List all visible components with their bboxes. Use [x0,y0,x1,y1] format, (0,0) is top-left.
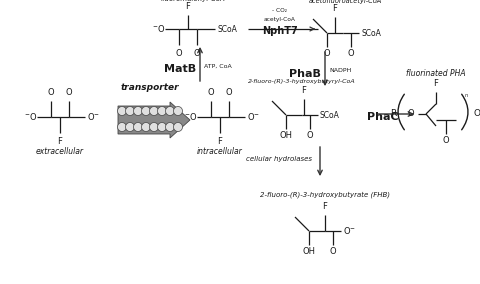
Text: O: O [226,88,232,97]
Circle shape [149,122,158,131]
Text: O: O [194,49,200,58]
Circle shape [149,106,158,116]
Text: fluoromalonyl-CoA: fluoromalonyl-CoA [161,0,226,2]
Text: F: F [333,4,337,13]
Text: ATP, CoA: ATP, CoA [204,64,232,68]
Text: SCoA: SCoA [217,24,237,34]
Text: PhaC: PhaC [367,112,399,122]
Text: $^{-}$O: $^{-}$O [24,112,37,122]
Text: F: F [433,79,438,88]
Text: acetofluoroacetyl-CoA: acetofluoroacetyl-CoA [308,0,382,4]
Circle shape [125,122,134,131]
Circle shape [125,106,134,116]
Circle shape [118,122,127,131]
Circle shape [157,106,167,116]
Circle shape [133,106,143,116]
Text: O: O [443,136,449,145]
Text: O: O [176,49,182,58]
Circle shape [142,122,151,131]
Text: cellular hydrolases: cellular hydrolases [246,156,312,162]
Text: $^{-}$O: $^{-}$O [152,24,165,34]
Text: F: F [323,202,327,211]
Text: - CO₂: - CO₂ [273,8,288,13]
Text: fluorinated PHA: fluorinated PHA [406,70,466,78]
Text: O: O [324,49,330,58]
Circle shape [173,106,182,116]
FancyArrow shape [118,102,190,138]
Circle shape [133,122,143,131]
Circle shape [166,122,175,131]
Text: 2-fluoro-(R)-3-hydroxybutyrate (FHB): 2-fluoro-(R)-3-hydroxybutyrate (FHB) [260,192,390,198]
Text: F: F [186,2,191,11]
Text: O: O [208,88,214,97]
Text: O: O [48,88,54,97]
Text: 2-fluoro-(R)-3-hydroxybutyryl-CoA: 2-fluoro-(R)-3-hydroxybutyryl-CoA [248,78,356,83]
Circle shape [173,122,182,131]
Text: NADPH: NADPH [329,68,351,74]
Text: O: O [408,110,414,118]
Circle shape [118,106,127,116]
Text: O$^{-}$: O$^{-}$ [87,112,100,122]
Text: extracellular: extracellular [36,147,84,156]
Text: F: F [58,137,62,146]
Text: PhaB: PhaB [289,69,321,79]
Text: $_{n}$: $_{n}$ [464,92,469,100]
Text: intracellular: intracellular [197,147,243,156]
Text: SCoA: SCoA [361,28,381,37]
Text: NphT7: NphT7 [262,26,298,36]
Text: R: R [390,110,396,118]
Circle shape [166,106,175,116]
Text: acetyl-CoA: acetyl-CoA [264,17,296,22]
Text: O$^{-}$: O$^{-}$ [343,225,356,237]
Text: F: F [217,137,222,146]
Text: O: O [307,131,313,140]
Text: $^{-}$O: $^{-}$O [184,112,197,122]
Circle shape [142,106,151,116]
Text: O: O [348,49,354,58]
Circle shape [157,122,167,131]
Text: MatB: MatB [164,64,196,74]
Text: O$^{-}$: O$^{-}$ [247,112,260,122]
Text: O: O [66,88,72,97]
Text: OR: OR [474,110,480,118]
Text: F: F [301,86,306,95]
Text: transporter: transporter [120,82,180,91]
Text: SCoA: SCoA [320,110,340,120]
Text: O: O [330,247,336,256]
Text: OH: OH [302,247,315,256]
Text: OH: OH [279,131,292,140]
